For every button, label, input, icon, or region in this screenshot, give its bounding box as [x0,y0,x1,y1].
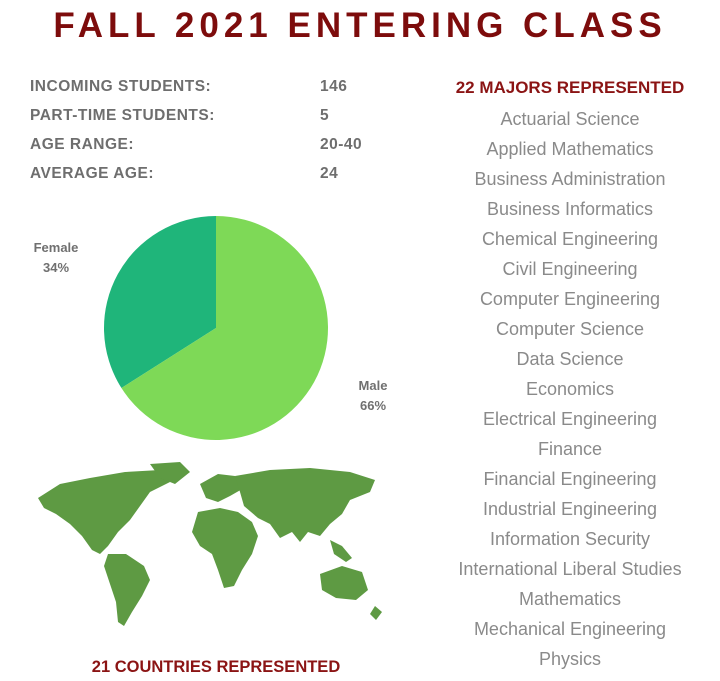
stat-label: AGE RANGE: [30,136,135,153]
stat-label: INCOMING STUDENTS: [30,78,212,95]
major-item: Business Administration [474,169,666,189]
major-item: Applied Mathematics [486,139,654,159]
major-item: Finance [537,439,603,459]
stat-label: AVERAGE AGE: [30,165,154,182]
major-item: Information Security [489,529,651,549]
majors-heading: 22 MAJORS REPRESENTED [455,78,685,97]
major-item: Mechanical Engineering [473,619,667,639]
major-item: Chemical Engineering [481,229,659,249]
major-item: Computer Engineering [479,289,661,309]
major-item: Actuarial Science [500,109,640,129]
major-item: Civil Engineering [502,259,638,279]
stat-incoming-students: INCOMING STUDENTS: 146 [30,76,410,98]
world-map-icon [38,462,382,626]
major-item: Financial Engineering [483,469,657,489]
pie-label-male: Male 66% [343,376,403,416]
pie-label-female-value: 34% [42,260,70,275]
stat-value: 146 [320,78,348,95]
major-item: Computer Science [495,319,645,339]
major-item: Economics [525,379,615,399]
pie-slice-male [121,216,328,440]
page-title: FALL 2021 ENTERING CLASS [53,6,667,45]
stat-part-time-students: PART-TIME STUDENTS: 5 [30,105,410,127]
pie-label-female: Female 34% [26,238,86,278]
stat-value: 24 [320,165,339,182]
major-item: Electrical Engineering [482,409,658,429]
pie-slice-female [103,216,216,389]
majors-list: Actuarial Science Applied Mathematics Busi… [420,104,720,674]
major-item: Mathematics [518,589,622,609]
stat-value: 20-40 [320,136,363,153]
stat-label: PART-TIME STUDENTS: [30,107,215,124]
major-item: Data Science [516,349,624,369]
major-item: International Liberal Studies [458,559,682,579]
major-item: Business Informatics [486,199,654,219]
stat-age-range: AGE RANGE: 20-40 [30,134,410,156]
pie-label-male-name: Male [358,378,388,393]
pie-label-male-value: 66% [359,398,387,413]
major-item: Industrial Engineering [482,499,658,519]
countries-caption: 21 COUNTRIES REPRESENTED [91,658,341,676]
pie-label-female-name: Female [33,240,79,255]
stat-value: 5 [320,107,330,124]
stat-average-age: AVERAGE AGE: 24 [30,163,410,185]
gender-pie-chart [103,216,328,440]
major-item: Physics [538,649,601,669]
